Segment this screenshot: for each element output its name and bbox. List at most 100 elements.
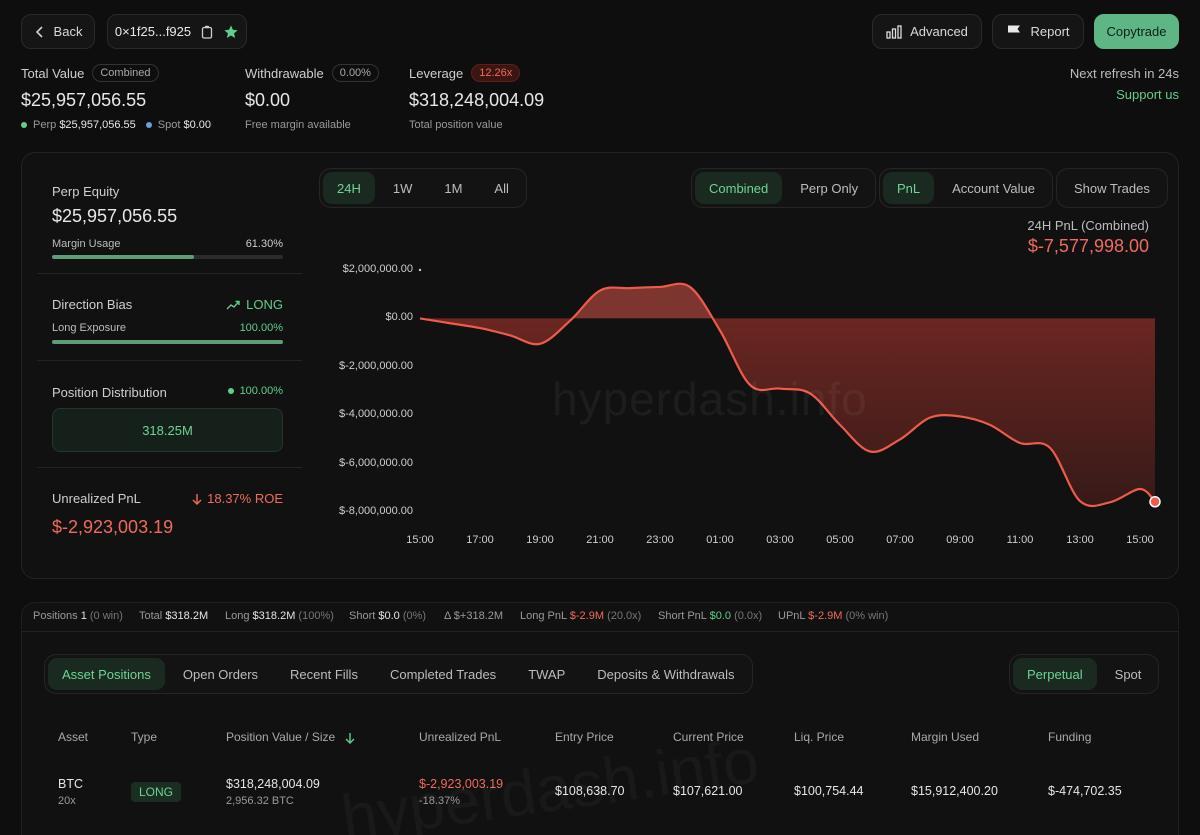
range-tab-24h[interactable]: 24H — [323, 172, 375, 204]
column-header-position-value-size[interactable]: Position Value / Size — [226, 730, 355, 744]
perp-equity-value: $25,957,056.55 — [52, 206, 178, 226]
mode-selector: Combined Perp Only — [691, 168, 877, 208]
long-exposure-bar — [52, 340, 283, 344]
chevron-left-icon — [35, 25, 43, 38]
copy-icon[interactable] — [201, 25, 213, 39]
range-tab-all[interactable]: All — [494, 180, 509, 196]
withdrawable-block: Withdrawable 0.00% $0.00 Free margin ava… — [245, 64, 379, 131]
withdrawable-label: Withdrawable — [245, 65, 324, 81]
roe-text: 18.37% ROE — [207, 491, 283, 506]
stat-short-pnl: Short PnL $0.0 (0.0x) — [658, 610, 763, 622]
copytrade-label: Copytrade — [1106, 24, 1167, 39]
column-header-current-price[interactable]: Current Price — [673, 730, 744, 744]
withdrawable-badge: 0.00% — [331, 64, 379, 82]
positions-panel — [21, 602, 1179, 835]
metric-tab-pnl[interactable]: PnL — [883, 172, 935, 204]
direction-bias-value: LONG — [202, 297, 283, 312]
withdrawable-value: $0.00 — [245, 90, 291, 110]
market-tab-perpetual[interactable]: Perpetual — [1013, 658, 1097, 690]
type-badge: LONG — [131, 782, 182, 802]
tab-asset-positions[interactable]: Asset Positions — [48, 658, 165, 690]
long-exposure-fill — [52, 340, 283, 344]
tab-completed-trades[interactable]: Completed Trades — [389, 666, 497, 682]
divider — [37, 273, 302, 274]
column-header-liq-price[interactable]: Liq. Price — [794, 730, 845, 744]
asset-cell: BTC 20x — [58, 777, 83, 807]
pnl-title: 24H PnL (Combined) — [1027, 218, 1149, 233]
position-distribution-percent: 100.00% — [239, 385, 283, 397]
stat-long: Long $318.2M (100%) — [225, 610, 334, 622]
metric-tab-account-value[interactable]: Account Value — [952, 180, 1036, 196]
current-price: $107,621.00 — [673, 784, 743, 798]
margin-usage-fill — [52, 255, 194, 259]
tab-twap[interactable]: TWAP — [528, 666, 566, 682]
position-distribution-amount: 318.25M — [142, 422, 193, 438]
table-row[interactable]: BTC 20x LONG $318,248,004.09 2,956.32 BT… — [21, 760, 1179, 835]
support-link[interactable]: Support us — [1116, 87, 1179, 102]
time-range-selector: 24H 1W 1M All — [319, 168, 527, 208]
spot-label: Spot — [157, 119, 181, 131]
asset-symbol: BTC — [58, 777, 83, 791]
stat-upnl: UPnL $-2.9M (0% win) — [778, 610, 889, 622]
divider — [37, 467, 302, 468]
tab-open-orders[interactable]: Open Orders — [182, 666, 259, 682]
range-tab-1m[interactable]: 1M — [444, 180, 463, 196]
show-trades-toggle[interactable]: Show Trades — [1056, 168, 1168, 208]
entry-price: $108,638.70 — [555, 784, 625, 798]
column-header-type[interactable]: Type — [131, 730, 158, 744]
perp-value: $25,957,056.55 — [59, 119, 136, 131]
upnl-cell: $-2,923,003.19 -18.37% — [419, 777, 503, 807]
tab-recent-fills[interactable]: Recent Fills — [290, 666, 358, 682]
column-header-entry-price[interactable]: Entry Price — [555, 730, 614, 744]
advanced-button[interactable]: Advanced — [872, 14, 982, 49]
column-header-unrealized-pnl[interactable]: Unrealized PnL — [419, 730, 502, 744]
show-trades-label: Show Trades — [1074, 180, 1150, 196]
column-header-margin-used[interactable]: Margin Used — [911, 730, 980, 744]
back-button[interactable]: Back — [21, 14, 95, 49]
positions-tabs: Asset Positions Open Orders Recent Fills Co… — [44, 654, 753, 694]
stat-total: Total $318.2M — [139, 610, 209, 622]
mode-tab-perp-only[interactable]: Perp Only — [800, 180, 859, 196]
column-header-funding[interactable]: Funding — [1048, 730, 1092, 744]
market-tab-spot[interactable]: Spot — [1114, 666, 1142, 682]
margin-usage-label: Margin Usage — [52, 238, 121, 250]
perp-equity-label: Perp Equity — [52, 184, 120, 199]
margin-usage-bar — [52, 255, 283, 259]
position-size: 2,956.32 BTC — [226, 795, 294, 807]
refresh-countdown: Next refresh in 24s — [1069, 66, 1179, 81]
market-tabs: Perpetual Spot — [1009, 654, 1160, 694]
leverage-label: Leverage — [409, 65, 464, 81]
unrealized-pnl-label: Unrealized PnL — [52, 491, 141, 506]
copytrade-button[interactable]: Copytrade — [1094, 14, 1179, 49]
position-distribution-label: Position Distribution — [52, 385, 167, 400]
sort-arrow-icon — [345, 732, 355, 744]
stat-delta: Δ $+318.2M — [444, 610, 504, 622]
long-exposure-value: 100.00% — [239, 322, 283, 334]
upnl-percent: -18.37% — [419, 795, 460, 807]
withdrawable-sub: Free margin available — [245, 119, 351, 131]
overview-card: Perp Equity $25,957,056.55 Margin Usage … — [21, 152, 1179, 579]
liq-price: $100,754.44 — [794, 784, 864, 798]
wallet-address: 0×1f25...f925 — [114, 24, 192, 39]
column-header-asset[interactable]: Asset — [58, 730, 89, 744]
unrealized-pnl-value: $-2,923,003.19 — [52, 517, 174, 537]
trending-up-icon — [226, 300, 240, 309]
range-tab-1w[interactable]: 1W — [392, 180, 413, 196]
asset-leverage: 20x — [58, 795, 76, 807]
position-value: $318,248,004.09 — [226, 777, 320, 791]
leverage-value: $318,248,004.09 — [409, 90, 545, 110]
report-button[interactable]: Report — [992, 14, 1084, 49]
position-distribution-value: 100.00% — [202, 385, 283, 397]
total-value-block: Total Value Combined $25,957,056.55 Perp… — [21, 64, 211, 131]
mode-tab-combined[interactable]: Combined — [695, 172, 783, 204]
total-value-label: Total Value — [21, 65, 85, 81]
tab-deposits-withdrawals[interactable]: Deposits & Withdrawals — [597, 666, 735, 682]
roe-value: 18.37% ROE — [172, 491, 283, 506]
combined-badge: Combined — [92, 64, 159, 82]
flag-icon — [1008, 25, 1021, 39]
margin-used: $15,912,400.20 — [911, 784, 998, 798]
stat-long-pnl: Long PnL $-2.9M (20.0x) — [520, 610, 642, 622]
advanced-label: Advanced — [910, 24, 968, 39]
star-icon[interactable] — [223, 24, 239, 40]
stats-divider — [21, 631, 1179, 632]
